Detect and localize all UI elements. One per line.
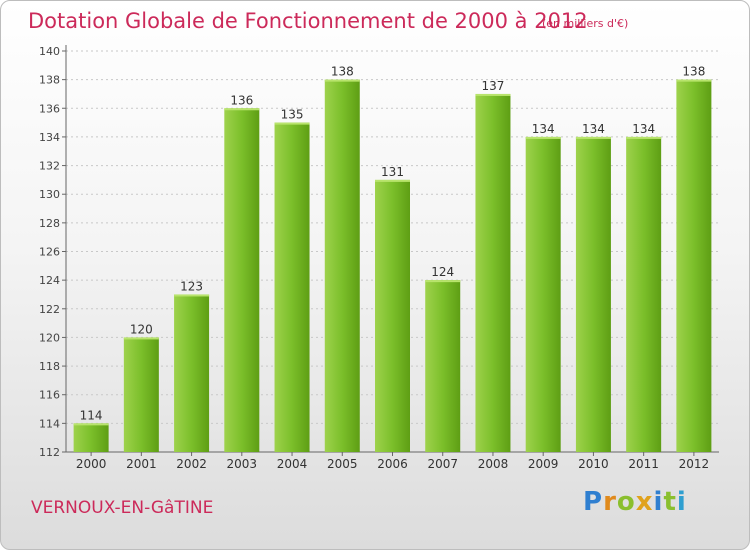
y-tick-label: 122	[39, 303, 60, 316]
y-tick-label: 132	[39, 160, 60, 173]
chart-subtitle: (en milliers d'€)	[542, 17, 629, 30]
y-tick-label: 124	[39, 274, 60, 287]
bar	[626, 136, 662, 452]
proxiti-logo[interactable]: Proxiti	[583, 487, 687, 517]
data-label: 136	[230, 93, 253, 107]
x-tick-label: 2009	[528, 457, 559, 471]
data-label: 138	[331, 65, 354, 79]
bars	[73, 79, 712, 453]
bar	[425, 280, 461, 452]
data-label: 131	[381, 165, 404, 179]
bar-top-highlight	[224, 108, 260, 111]
x-tick-label: 2012	[679, 457, 710, 471]
bar-top-highlight	[73, 423, 109, 426]
chart-title: Dotation Globale de Fonctionnement de 20…	[28, 9, 588, 33]
data-label: 120	[130, 322, 153, 336]
bar-top-highlight	[575, 136, 611, 139]
bar	[676, 79, 712, 453]
bar-top-highlight	[626, 136, 662, 139]
data-label: 138	[682, 65, 705, 79]
x-tick-label: 2004	[277, 457, 308, 471]
x-tick-label: 2011	[628, 457, 659, 471]
logo-letter: r	[603, 487, 617, 517]
y-tick-label: 134	[39, 131, 60, 144]
bar	[274, 122, 310, 452]
logo-letter: o	[616, 487, 636, 517]
bar	[375, 179, 410, 452]
y-tick-label: 138	[39, 74, 60, 87]
logo-letter: i	[653, 487, 664, 517]
data-label: 123	[180, 279, 203, 293]
bar-top-highlight	[425, 280, 461, 283]
data-label: 134	[532, 122, 555, 136]
x-tick-label: 2001	[126, 457, 157, 471]
y-tick-label: 128	[39, 217, 60, 230]
y-tick-label: 120	[39, 331, 60, 344]
y-tick-label: 140	[39, 45, 60, 58]
y-tick-label: 130	[39, 188, 60, 201]
bar	[575, 136, 611, 452]
x-tick-label: 2007	[427, 457, 458, 471]
bar-top-highlight	[475, 93, 511, 96]
bar-top-highlight	[375, 179, 410, 182]
bar	[475, 93, 511, 452]
x-tick-label: 2008	[478, 457, 509, 471]
x-tick-label: 2000	[76, 457, 107, 471]
logo-letter: x	[635, 487, 654, 517]
data-label: 137	[482, 79, 505, 93]
x-tick-label: 2010	[578, 457, 609, 471]
x-tick-label: 2003	[227, 457, 258, 471]
bar-top-highlight	[676, 79, 712, 82]
y-tick-label: 126	[39, 246, 60, 259]
bar	[525, 136, 561, 452]
commune-name: VERNOUX-EN-GâTINE	[31, 498, 214, 518]
y-tick-label: 114	[39, 417, 60, 430]
bar	[224, 108, 260, 453]
bar	[324, 79, 360, 453]
bar-top-highlight	[123, 337, 159, 340]
bar	[73, 423, 109, 452]
bar-top-highlight	[525, 136, 561, 139]
y-tick-label: 118	[39, 360, 60, 373]
bar-top-highlight	[174, 294, 210, 297]
data-label: 135	[281, 108, 304, 122]
labels: 114 120 123 136 135 138 131 124 137 134 134 134 138	[80, 65, 706, 423]
logo-letter: P	[583, 487, 604, 517]
logo-letter: i	[676, 487, 687, 517]
data-label: 134	[582, 122, 605, 136]
x-tick-label: 2002	[176, 457, 207, 471]
y-tick-label: 116	[39, 389, 60, 402]
bar-chart: 1121141161181201221241261281301321341361…	[39, 45, 719, 471]
data-label: 134	[632, 122, 655, 136]
bar-top-highlight	[274, 122, 310, 125]
x-tick-label: 2006	[377, 457, 408, 471]
x-tick-label: 2005	[327, 457, 358, 471]
bar	[174, 294, 210, 452]
bar	[123, 337, 159, 452]
axes: 1121141161181201221241261281301321341361…	[39, 45, 719, 471]
data-label: 124	[431, 265, 454, 279]
y-tick-label: 136	[39, 102, 60, 115]
data-label: 114	[80, 408, 103, 422]
logo-letter: t	[663, 487, 677, 517]
bar-top-highlight	[324, 79, 360, 82]
y-tick-label: 112	[39, 446, 60, 459]
